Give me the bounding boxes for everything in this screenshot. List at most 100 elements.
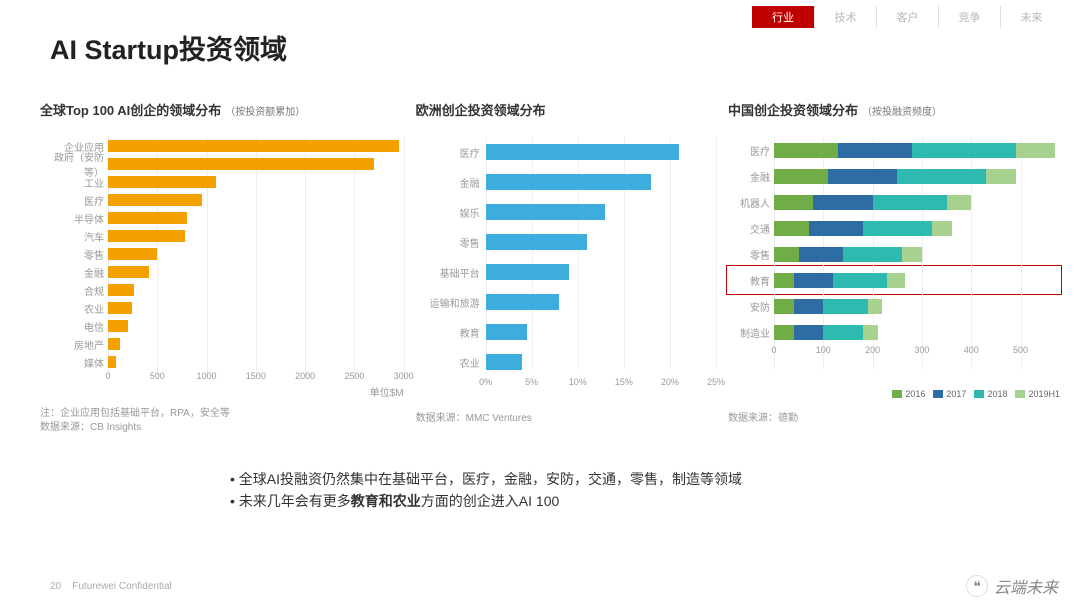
- chart1-label: 汽车: [40, 229, 108, 244]
- nav-tab-0[interactable]: 行业: [752, 6, 814, 28]
- chart3-seg: [897, 169, 986, 184]
- charts-row: 全球Top 100 AI创企的领域分布（按投资额累加） 企业应用政府（安防等）工…: [40, 100, 1060, 435]
- chart3-row: 医疗: [728, 137, 1060, 163]
- chart2-bar: [486, 294, 560, 310]
- chart3-seg: [794, 299, 824, 314]
- chart3-label: 制造业: [728, 325, 774, 340]
- chart3-seg: [1016, 143, 1055, 158]
- chart1-bar: [108, 338, 120, 350]
- chart3-seg: [986, 169, 1016, 184]
- chart1-label: 医疗: [40, 193, 108, 208]
- chart1-source: 数据来源：CB Insights: [40, 421, 404, 435]
- chart3-row: 制造业: [728, 319, 1060, 345]
- chart2-label: 医疗: [416, 145, 486, 160]
- chart2-row: 农业: [416, 347, 716, 377]
- chart3-seg: [799, 247, 843, 262]
- chart3-seg: [868, 299, 883, 314]
- chart3-source: 数据来源：德勤: [728, 409, 1060, 424]
- chart3-row: 零售: [728, 241, 1060, 267]
- chart1-bar: [108, 140, 399, 152]
- chart2-bar: [486, 234, 587, 250]
- chart1-row: 医疗: [40, 191, 404, 209]
- chart1-bar: [108, 212, 187, 224]
- chart2-label: 运输和旅游: [416, 295, 486, 310]
- chart2-bar: [486, 174, 652, 190]
- nav-tab-4[interactable]: 未来: [1000, 6, 1062, 28]
- chart3-row: 机器人: [728, 189, 1060, 215]
- chart1-label: 金融: [40, 265, 108, 280]
- bullet-1: 全球AI投融资仍然集中在基础平台，医疗，金融，安防，交通，零售，制造等领域: [230, 468, 1020, 490]
- chart3-seg: [774, 221, 809, 236]
- chart2-bar: [486, 204, 606, 220]
- chart1-note: 注：企业应用包括基础平台，RPA，安全等: [40, 407, 404, 421]
- chart3-row: 安防: [728, 293, 1060, 319]
- page-title: AI Startup投资领域: [50, 28, 287, 67]
- chart2-label: 教育: [416, 325, 486, 340]
- nav-tab-1[interactable]: 技术: [814, 6, 876, 28]
- chart3-seg: [794, 325, 824, 340]
- chart2-row: 医疗: [416, 137, 716, 167]
- legend-item: 2018: [974, 389, 1007, 399]
- chart2-source: 数据来源：MMC Ventures: [416, 409, 716, 424]
- page-footer: 20 Futurewei Confidential: [50, 581, 172, 592]
- chart2-title: 欧洲创企投资领域分布: [416, 100, 716, 119]
- chart1-label: 房地产: [40, 337, 108, 352]
- watermark-text: 云端未来: [994, 574, 1058, 598]
- nav-tab-3[interactable]: 竞争: [938, 6, 1000, 28]
- chart1-title: 全球Top 100 AI创企的领域分布（按投资额累加）: [40, 100, 404, 119]
- chart1-row: 零售: [40, 245, 404, 263]
- chart1-bar: [108, 266, 149, 278]
- chart3-seg: [863, 221, 932, 236]
- chart1-row: 工业: [40, 173, 404, 191]
- chart3-seg: [813, 195, 872, 210]
- chart1-xlabel: 单位$M: [370, 384, 404, 399]
- chart2-row: 运输和旅游: [416, 287, 716, 317]
- chart3-seg: [873, 195, 947, 210]
- chart2-row: 零售: [416, 227, 716, 257]
- chart1-label: 合规: [40, 283, 108, 298]
- chart1-row: 房地产: [40, 335, 404, 353]
- chart2-row: 金融: [416, 167, 716, 197]
- chart1-bar: [108, 356, 116, 368]
- chart1-row: 政府（安防等）: [40, 155, 404, 173]
- chart1-bar: [108, 248, 157, 260]
- chart1-label: 工业: [40, 175, 108, 190]
- chart3-seg: [774, 299, 794, 314]
- chart3-label: 安防: [728, 299, 774, 314]
- chart-global-top100: 全球Top 100 AI创企的领域分布（按投资额累加） 企业应用政府（安防等）工…: [40, 100, 404, 435]
- chart1-row: 电信: [40, 317, 404, 335]
- chart3-seg: [774, 143, 838, 158]
- chart3-seg: [774, 169, 828, 184]
- chart3-label: 交通: [728, 221, 774, 236]
- chart3-label: 机器人: [728, 195, 774, 210]
- chart3-seg: [912, 143, 1016, 158]
- chart2-label: 农业: [416, 355, 486, 370]
- chart3-seg: [794, 273, 833, 288]
- chart1-row: 媒体: [40, 353, 404, 371]
- chart3-seg: [774, 195, 813, 210]
- chart1-label: 半导体: [40, 211, 108, 226]
- wechat-icon: ❝: [966, 575, 988, 597]
- chart3-row: 交通: [728, 215, 1060, 241]
- chart3-seg: [932, 221, 952, 236]
- summary-bullets: 全球AI投融资仍然集中在基础平台，医疗，金融，安防，交通，零售，制造等领域 未来…: [230, 468, 1020, 513]
- chart1-bar: [108, 302, 132, 314]
- chart1-row: 农业: [40, 299, 404, 317]
- chart3-seg: [774, 273, 794, 288]
- chart3-seg: [828, 169, 897, 184]
- chart1-label: 零售: [40, 247, 108, 262]
- chart3-seg: [833, 273, 887, 288]
- chart3-legend: 2016201720182019H1: [892, 389, 1060, 399]
- watermark: ❝ 云端未来: [966, 574, 1058, 598]
- chart3-seg: [774, 325, 794, 340]
- chart1-row: 半导体: [40, 209, 404, 227]
- chart2-label: 娱乐: [416, 205, 486, 220]
- chart3-seg: [809, 221, 863, 236]
- chart1-bar: [108, 284, 134, 296]
- chart2-bar: [486, 264, 569, 280]
- chart2-bar: [486, 354, 523, 370]
- nav-tab-2[interactable]: 客户: [876, 6, 938, 28]
- legend-item: 2016: [892, 389, 925, 399]
- chart2-row: 教育: [416, 317, 716, 347]
- chart1-row: 合规: [40, 281, 404, 299]
